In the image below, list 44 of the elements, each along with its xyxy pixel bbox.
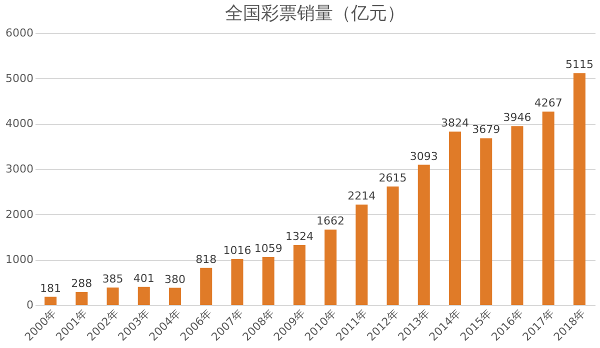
bar <box>200 268 212 305</box>
bar <box>418 164 430 305</box>
y-tick-label: 1000 <box>6 253 34 266</box>
bar <box>262 256 274 305</box>
data-label: 385 <box>102 272 124 286</box>
data-label: 288 <box>71 276 92 290</box>
bar <box>138 286 150 305</box>
chart-title: 全国彩票销量（亿元） <box>225 3 405 24</box>
data-label: 2615 <box>378 171 407 184</box>
bar <box>386 186 399 305</box>
data-label: 1662 <box>316 214 345 228</box>
data-label: 2214 <box>348 190 376 203</box>
data-label: 1324 <box>285 230 314 243</box>
bar <box>106 288 119 305</box>
data-label: 181 <box>40 282 62 295</box>
bar <box>324 230 337 305</box>
bar <box>511 126 524 305</box>
data-label: 3946 <box>503 111 532 124</box>
data-label: 4267 <box>534 96 562 110</box>
bar <box>76 292 88 305</box>
bar <box>480 138 492 305</box>
data-label: 1016 <box>223 244 252 257</box>
y-tick-label: 5000 <box>6 72 34 85</box>
y-tick-label: 6000 <box>6 26 34 40</box>
data-label: 1059 <box>254 242 282 255</box>
y-tick-label: 0 <box>26 298 34 312</box>
data-label: 3093 <box>410 150 438 163</box>
bar <box>356 204 368 305</box>
bar <box>169 288 181 305</box>
bar <box>542 112 554 305</box>
data-label: 5115 <box>565 58 594 72</box>
data-label: 3679 <box>472 123 500 136</box>
y-tick-label: 2000 <box>6 208 34 221</box>
data-label: 818 <box>196 252 217 266</box>
bar <box>231 258 244 305</box>
bar <box>573 73 586 305</box>
y-tick-label: 3000 <box>6 162 34 176</box>
data-label: 3824 <box>441 116 469 130</box>
y-tick-label: 4000 <box>6 117 34 130</box>
data-label: 401 <box>133 272 154 285</box>
data-label: 380 <box>164 272 186 286</box>
bar <box>293 244 306 305</box>
bar <box>44 296 57 305</box>
bar <box>449 132 461 305</box>
